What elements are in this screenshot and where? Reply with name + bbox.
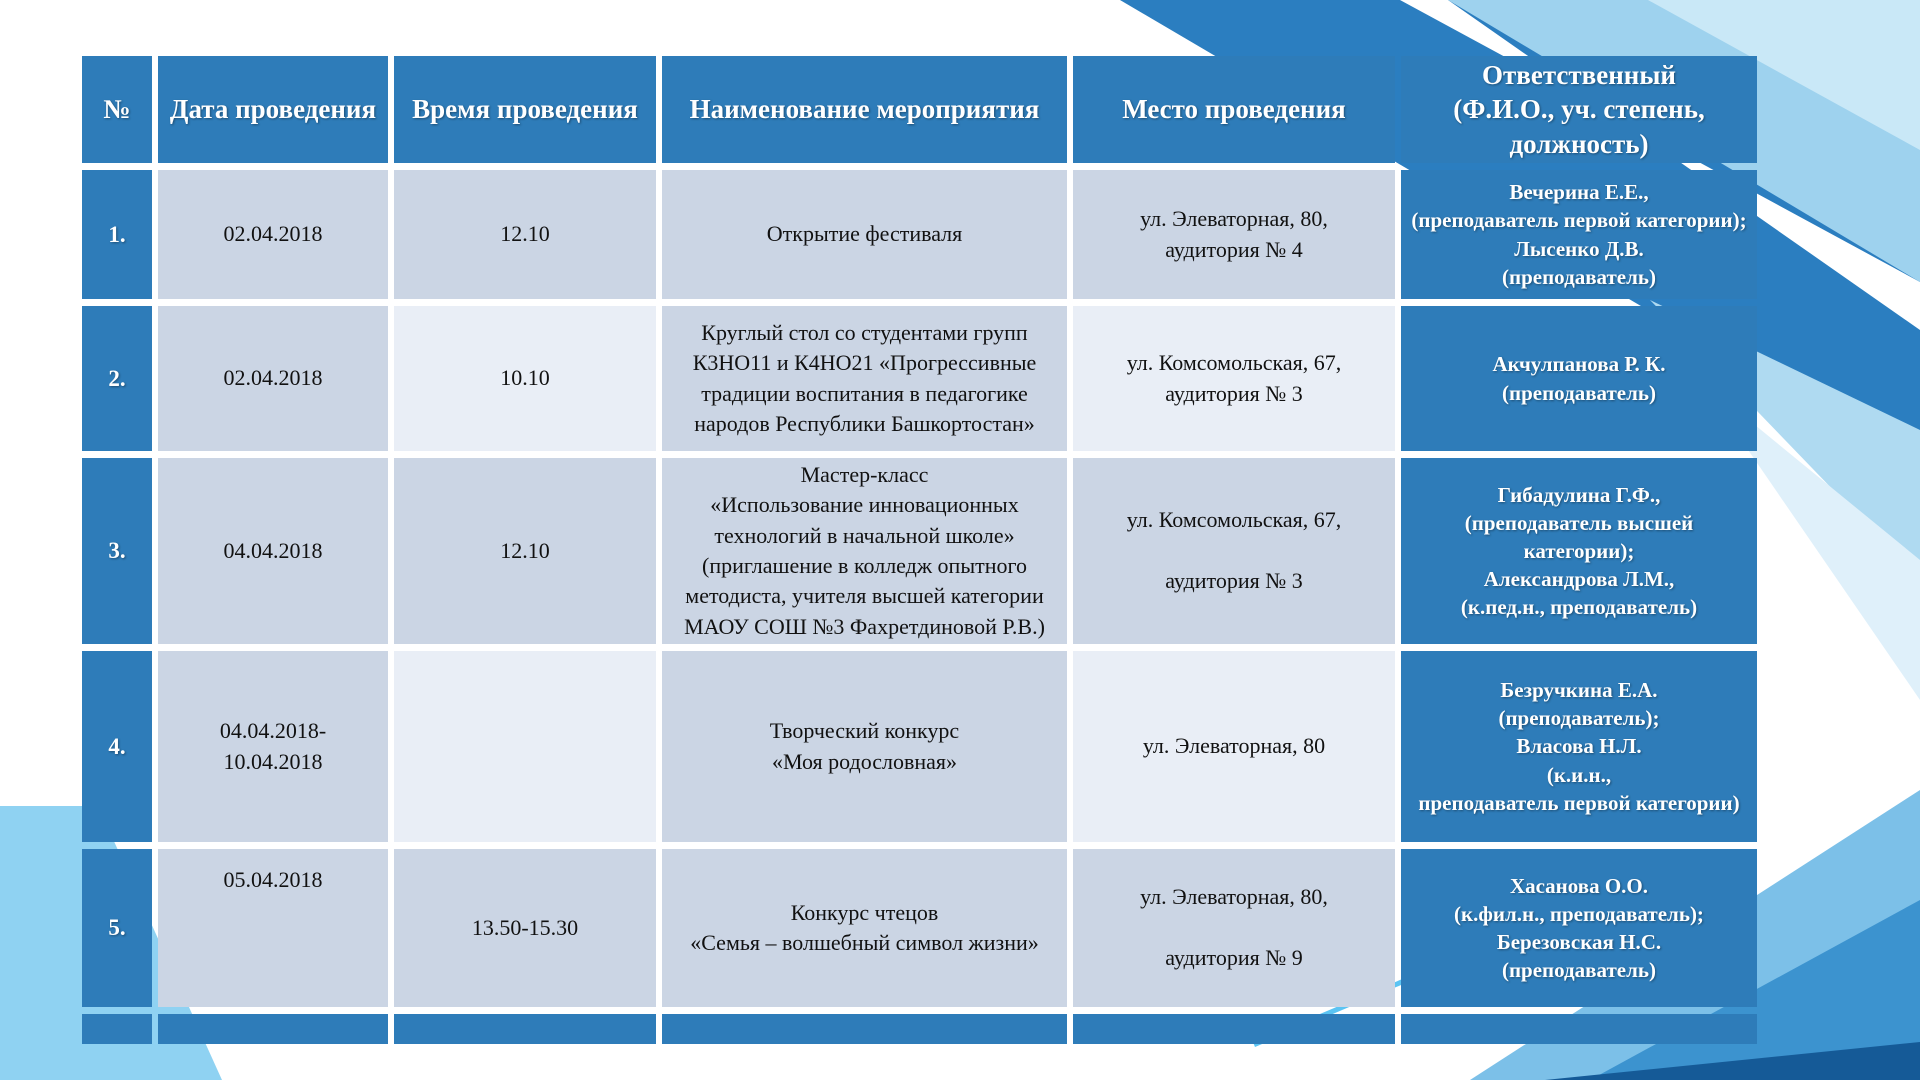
row5-responsible-cell: Хасанова О.О. (к.фил.н., преподаватель);…	[1401, 849, 1757, 1007]
column-header-responsible: Ответственный (Ф.И.О., уч. степень, долж…	[1401, 56, 1757, 163]
row2-event-name-cell: Круглый стол со студентами групп К3НО11 …	[662, 306, 1067, 451]
row3-date-cell: 04.04.2018	[158, 458, 388, 644]
row3-responsible-cell: Гибадулина Г.Ф., (преподаватель высшей к…	[1401, 458, 1757, 644]
row1-time-cell: 12.10	[394, 170, 656, 299]
row4-responsible-cell: Безручкина Е.А. (преподаватель); Власова…	[1401, 651, 1757, 842]
row6-stub-cell	[158, 1014, 388, 1044]
row4-time-cell	[394, 651, 656, 842]
row5-place-cell: ул. Элеваторная, 80, аудитория № 9	[1073, 849, 1395, 1007]
column-header-num: №	[82, 56, 152, 163]
row5-number-cell: 5.	[82, 849, 152, 1007]
row2-time-cell: 10.10	[394, 306, 656, 451]
row2-date-cell: 02.04.2018	[158, 306, 388, 451]
row4-number-cell: 4.	[82, 651, 152, 842]
events-table: № Дата проведения Время проведения Наиме…	[82, 56, 1757, 1044]
row3-place-cell: ул. Комсомольская, 67, аудитория № 3	[1073, 458, 1395, 644]
row4-event-name-cell: Творческий конкурс «Моя родословная»	[662, 651, 1067, 842]
row1-place-cell: ул. Элеваторная, 80, аудитория № 4	[1073, 170, 1395, 299]
row1-date-cell: 02.04.2018	[158, 170, 388, 299]
column-header-time: Время проведения	[394, 56, 656, 163]
row6-stub-cell	[1401, 1014, 1757, 1044]
row6-stub-cell	[394, 1014, 656, 1044]
row3-number-cell: 3.	[82, 458, 152, 644]
row5-date-cell: 05.04.2018	[158, 849, 388, 1007]
row6-stub-cell	[1073, 1014, 1395, 1044]
row1-responsible-cell: Вечерина Е.Е., (преподаватель первой кат…	[1401, 170, 1757, 299]
row2-responsible-cell: Акчулпанова Р. К. (преподаватель)	[1401, 306, 1757, 451]
row4-place-cell: ул. Элеваторная, 80	[1073, 651, 1395, 842]
column-header-date: Дата проведения	[158, 56, 388, 163]
column-header-place: Место проведения	[1073, 56, 1395, 163]
row5-event-name-cell: Конкурс чтецов «Семья – волшебный символ…	[662, 849, 1067, 1007]
row3-event-name-cell: Мастер-класс «Использование инновационны…	[662, 458, 1067, 644]
row6-stub-cell	[82, 1014, 152, 1044]
row3-time-cell: 12.10	[394, 458, 656, 644]
row5-time-cell: 13.50-15.30	[394, 849, 656, 1007]
row1-event-name-cell: Открытие фестиваля	[662, 170, 1067, 299]
row6-stub-cell	[662, 1014, 1067, 1044]
row2-place-cell: ул. Комсомольская, 67, аудитория № 3	[1073, 306, 1395, 451]
row2-number-cell: 2.	[82, 306, 152, 451]
row4-date-cell: 04.04.2018- 10.04.2018	[158, 651, 388, 842]
row1-number-cell: 1.	[82, 170, 152, 299]
column-header-name: Наименование мероприятия	[662, 56, 1067, 163]
